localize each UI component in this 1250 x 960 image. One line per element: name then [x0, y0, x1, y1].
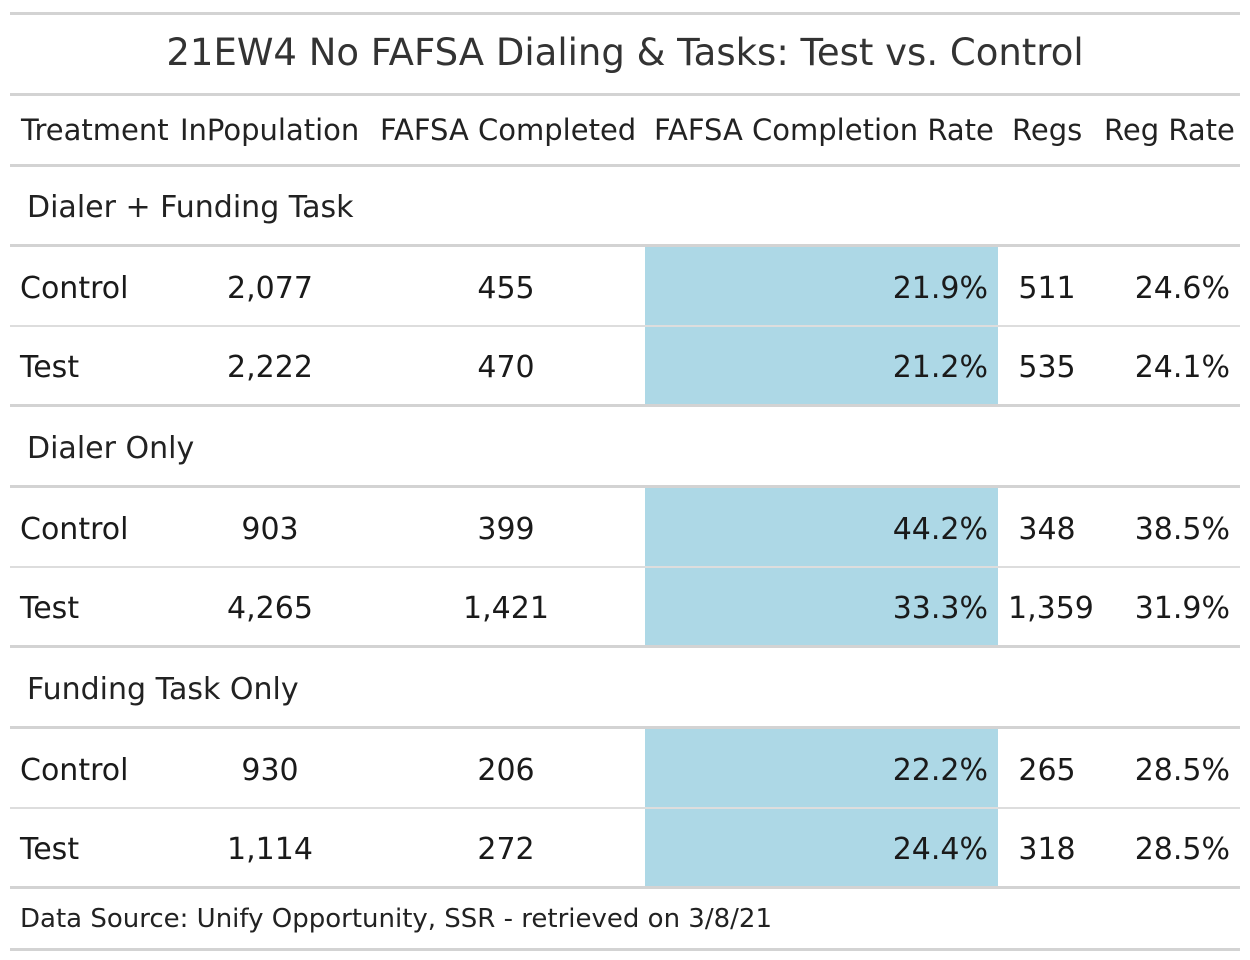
table-title: 21EW4 No FAFSA Dialing & Tasks: Test vs.…	[166, 31, 1084, 74]
cell-regs: 535	[1018, 350, 1076, 385]
column-header-regs: Regs	[1012, 113, 1083, 147]
rate-highlight-cell	[645, 327, 998, 404]
row-rule	[10, 325, 1240, 327]
table-top-rule	[10, 12, 1240, 15]
group-end-rule	[10, 645, 1240, 648]
cell-treatment: Test	[20, 591, 80, 626]
cell-in-population: 4,265	[227, 591, 313, 626]
cell-fafsa-completion-rate: 33.3%	[892, 591, 988, 626]
data-source-note: Data Source: Unify Opportunity, SSR - re…	[20, 904, 772, 934]
column-header-fafsa-completion-rate: FAFSA Completion Rate	[654, 113, 994, 147]
group-label: Funding Task Only	[27, 672, 299, 707]
group-end-rule	[10, 886, 1240, 889]
cell-in-population: 930	[241, 753, 299, 788]
title-rule	[10, 93, 1240, 96]
cell-treatment: Test	[20, 350, 80, 385]
cell-regs: 265	[1018, 753, 1076, 788]
cell-reg-rate: 38.5%	[1134, 512, 1230, 547]
cell-fafsa-completion-rate: 24.4%	[892, 832, 988, 867]
cell-treatment: Control	[20, 271, 129, 306]
rate-highlight-cell	[645, 488, 998, 566]
rate-highlight-cell	[645, 247, 998, 325]
cell-reg-rate: 28.5%	[1134, 753, 1230, 788]
cell-regs: 1,359	[1008, 591, 1094, 626]
cell-regs: 511	[1018, 271, 1076, 306]
group-label: Dialer + Funding Task	[27, 190, 354, 225]
cell-reg-rate: 24.1%	[1134, 350, 1230, 385]
cell-treatment: Control	[20, 512, 129, 547]
cell-fafsa-completed: 470	[477, 350, 535, 385]
column-header-treatment: Treatment	[21, 113, 169, 147]
cell-fafsa-completion-rate: 21.2%	[892, 350, 988, 385]
cell-reg-rate: 28.5%	[1134, 832, 1230, 867]
cell-fafsa-completed: 455	[477, 271, 535, 306]
group-rule	[10, 244, 1240, 247]
cell-treatment: Control	[20, 753, 129, 788]
column-header-in-population: InPopulation	[180, 113, 360, 147]
cell-treatment: Test	[20, 832, 80, 867]
row-rule	[10, 807, 1240, 809]
row-rule	[10, 566, 1240, 568]
column-header-fafsa-completed: FAFSA Completed	[380, 113, 637, 147]
rate-highlight-cell	[645, 568, 998, 645]
group-rule	[10, 485, 1240, 488]
cell-fafsa-completed: 399	[477, 512, 535, 547]
group-end-rule	[10, 404, 1240, 407]
cell-in-population: 1,114	[227, 832, 313, 867]
rate-highlight-cell	[645, 809, 998, 886]
cell-regs: 348	[1018, 512, 1076, 547]
cell-fafsa-completion-rate: 21.9%	[892, 271, 988, 306]
cell-reg-rate: 24.6%	[1134, 271, 1230, 306]
cell-fafsa-completion-rate: 22.2%	[892, 753, 988, 788]
cell-in-population: 2,222	[227, 350, 313, 385]
cell-in-population: 2,077	[227, 271, 313, 306]
group-label: Dialer Only	[27, 431, 195, 466]
cell-regs: 318	[1018, 832, 1076, 867]
cell-reg-rate: 31.9%	[1134, 591, 1230, 626]
cell-fafsa-completion-rate: 44.2%	[892, 512, 988, 547]
cell-in-population: 903	[241, 512, 299, 547]
cell-fafsa-completed: 272	[477, 832, 535, 867]
table-bottom-rule	[10, 948, 1240, 951]
column-header-reg-rate: Reg Rate	[1104, 113, 1235, 147]
header-rule	[10, 164, 1240, 167]
rate-highlight-cell	[645, 729, 998, 807]
group-rule	[10, 726, 1240, 729]
cell-fafsa-completed: 1,421	[463, 591, 549, 626]
cell-fafsa-completed: 206	[477, 753, 535, 788]
